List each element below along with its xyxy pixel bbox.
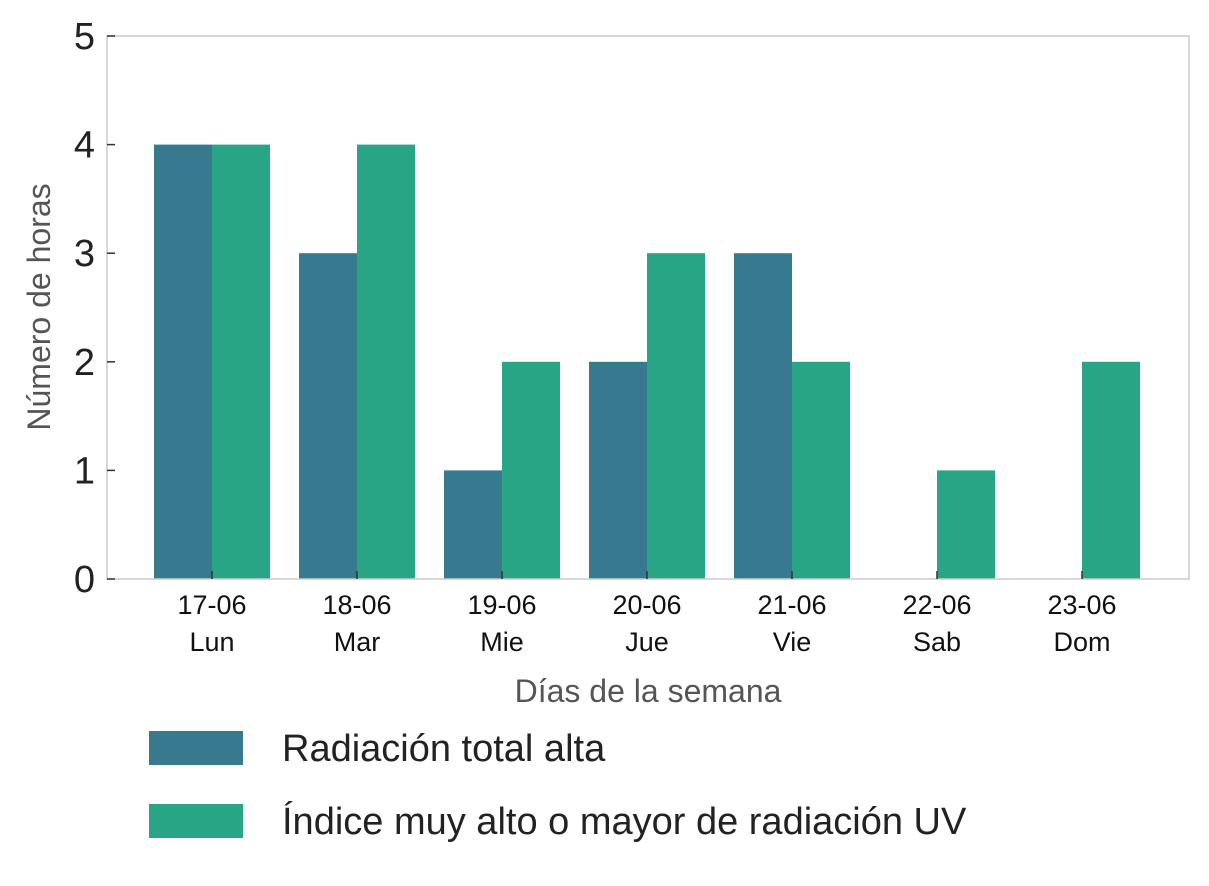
x-tick-label-date: 20-06 — [612, 590, 681, 620]
y-axis: 0 1 2 3 4 5 — [74, 16, 115, 601]
bar-1-19-06 — [444, 470, 502, 579]
bar-2-23-06 — [1082, 361, 1140, 579]
x-tick-label-date: 23-06 — [1047, 590, 1116, 620]
x-tick-label-day: Dom — [1053, 627, 1110, 657]
y-tick-label: 1 — [74, 450, 95, 492]
y-tick-label: 3 — [74, 233, 95, 275]
x-tick-label-date: 21-06 — [757, 590, 826, 620]
bars-layer — [154, 144, 1140, 579]
bar-2-21-06 — [792, 361, 850, 579]
bar-1-21-06 — [734, 253, 792, 579]
legend-swatch-1 — [149, 731, 243, 765]
x-tick-label-day: Sab — [913, 627, 961, 657]
y-axis-label: Número de horas — [21, 183, 57, 430]
y-tick-label: 0 — [74, 559, 95, 601]
bar-2-17-06 — [212, 144, 270, 579]
x-tick-label-day: Jue — [625, 627, 669, 657]
bar-1-20-06 — [589, 361, 647, 579]
bar-2-19-06 — [502, 361, 560, 579]
bar-2-20-06 — [647, 253, 705, 579]
x-tick-label-date: 17-06 — [177, 590, 246, 620]
x-tick-label-day: Mar — [334, 627, 381, 657]
bar-1-18-06 — [299, 253, 357, 579]
legend-swatch-2 — [149, 804, 243, 838]
plot-frame — [106, 35, 1190, 580]
legend-label-2: Índice muy alto o mayor de radiación UV — [282, 800, 967, 843]
legend-label-1: Radiación total alta — [282, 728, 606, 770]
bar-2-18-06 — [357, 144, 415, 579]
x-tick-label-day: Lun — [189, 627, 234, 657]
x-tick-label-date: 18-06 — [322, 590, 391, 620]
x-tick-label-date: 22-06 — [902, 590, 971, 620]
bar-2-22-06 — [937, 470, 995, 579]
x-axis: 17-06 Lun 18-06 Mar 19-06 Mie 20-06 Jue 21-06 Vie… — [177, 571, 1117, 657]
x-axis-label: Días de la semana — [515, 673, 782, 709]
y-tick-label: 5 — [74, 16, 95, 58]
legend: Radiación total alta Índice muy alto o ma… — [149, 728, 967, 843]
x-tick-label-day: Vie — [773, 627, 812, 657]
y-tick-label: 4 — [74, 125, 95, 167]
y-tick-label: 2 — [74, 342, 95, 384]
bar-1-17-06 — [154, 144, 212, 579]
x-tick-label-date: 19-06 — [467, 590, 536, 620]
x-tick-label-day: Mie — [480, 627, 524, 657]
